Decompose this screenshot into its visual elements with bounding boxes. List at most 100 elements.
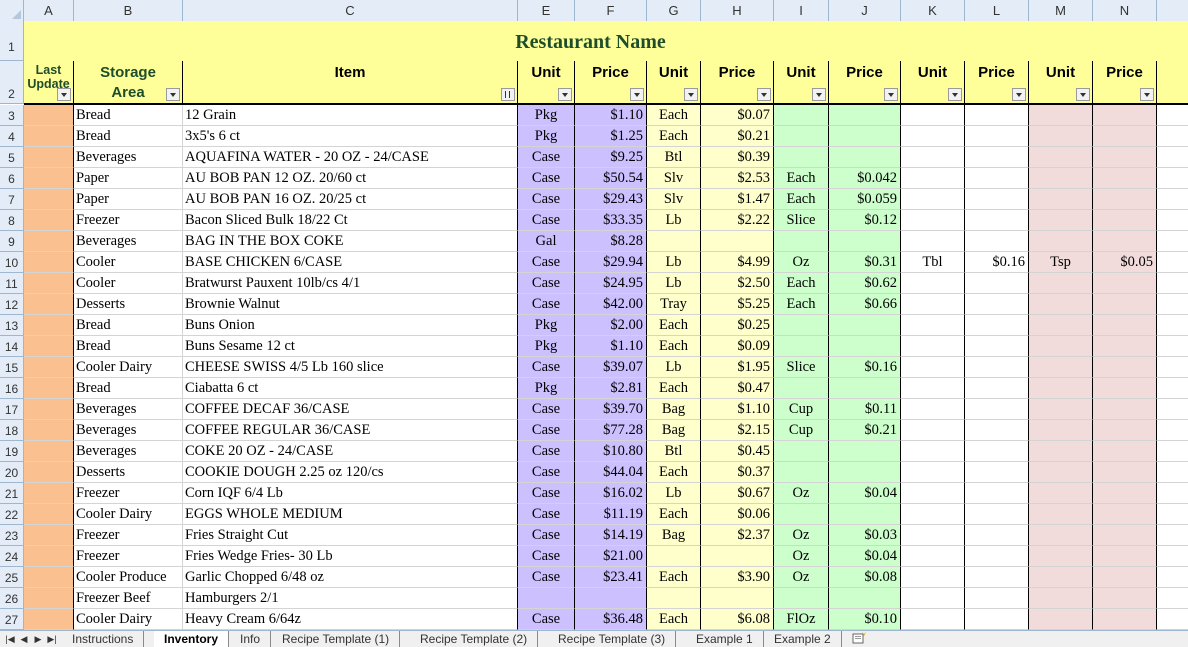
spreadsheet-grid[interactable]: A B C E F G H I J K L M N 1 Restaurant Name 2 Last Updat… (0, 0, 1188, 630)
cell-overflow[interactable] (1157, 105, 1188, 126)
cell-c-item[interactable]: Buns Onion (183, 315, 518, 336)
cell-f-f[interactable]: $1.10 (575, 105, 647, 126)
cell-c-item[interactable]: Garlic Chopped 6/48 oz (183, 567, 518, 588)
cell-m-m[interactable] (1029, 315, 1093, 336)
cell-l-l[interactable] (965, 567, 1029, 588)
cell-c-item[interactable]: COFFEE REGULAR 36/CASE (183, 420, 518, 441)
row-header[interactable]: 6 (0, 168, 24, 189)
cell-j-j[interactable]: $0.08 (829, 567, 901, 588)
cell-e-e[interactable]: Gal (518, 231, 575, 252)
cell-n-o[interactable] (1093, 168, 1157, 189)
cell-a-last-update[interactable] (24, 273, 74, 294)
cell-f-f[interactable]: $11.19 (575, 504, 647, 525)
cell-a-last-update[interactable] (24, 105, 74, 126)
cell-b-area[interactable]: Bread (74, 126, 183, 147)
tab-example-2[interactable]: Example 2 (764, 631, 842, 647)
cell-l-l[interactable] (965, 126, 1029, 147)
cell-c-item[interactable]: Corn IQF 6/4 Lb (183, 483, 518, 504)
cell-b-area[interactable]: Beverages (74, 231, 183, 252)
cell-b-area[interactable]: Freezer (74, 483, 183, 504)
cell-e-e[interactable]: Case (518, 210, 575, 231)
cell-j-j[interactable] (829, 378, 901, 399)
cell-l-l[interactable] (965, 336, 1029, 357)
cell-m-m[interactable] (1029, 273, 1093, 294)
cell-n-o[interactable] (1093, 546, 1157, 567)
cell-l-l[interactable] (965, 147, 1029, 168)
cell-h-h[interactable]: $4.99 (701, 252, 774, 273)
cell-k-k[interactable] (901, 336, 965, 357)
cell-i-i[interactable]: Cup (774, 420, 829, 441)
cell-h-h[interactable]: $2.37 (701, 525, 774, 546)
cell-a-last-update[interactable] (24, 378, 74, 399)
cell-f-f[interactable]: $1.10 (575, 336, 647, 357)
cell-l-l[interactable] (965, 441, 1029, 462)
cell-m-m[interactable] (1029, 147, 1093, 168)
row-header[interactable]: 12 (0, 294, 24, 315)
cell-f-f[interactable]: $1.25 (575, 126, 647, 147)
column-header-g[interactable]: G (647, 0, 701, 21)
cell-a-last-update[interactable] (24, 441, 74, 462)
cell-overflow[interactable] (1157, 357, 1188, 378)
cell-g-g[interactable]: Each (647, 504, 701, 525)
cell-f-f[interactable]: $24.95 (575, 273, 647, 294)
cell-f-f[interactable]: $2.00 (575, 315, 647, 336)
cell-i-i[interactable] (774, 126, 829, 147)
cell-e-e[interactable]: Case (518, 273, 575, 294)
first-sheet-icon[interactable]: |◀ (5, 634, 15, 644)
cell-b-area[interactable]: Cooler (74, 252, 183, 273)
cell-e-e[interactable]: Case (518, 609, 575, 630)
row-header[interactable]: 9 (0, 231, 24, 252)
cell-b-area[interactable]: Beverages (74, 441, 183, 462)
cell-e-e[interactable]: Case (518, 252, 575, 273)
row-header[interactable]: 16 (0, 378, 24, 399)
cell-c-item[interactable]: Bratwurst Pauxent 10lb/cs 4/1 (183, 273, 518, 294)
cell-i-i[interactable] (774, 504, 829, 525)
cell-g-g[interactable]: Bag (647, 525, 701, 546)
cell-f-f[interactable]: $77.28 (575, 420, 647, 441)
filter-dropdown-icon[interactable] (684, 88, 698, 101)
cell-g-g[interactable]: Lb (647, 210, 701, 231)
cell-g-g[interactable]: Bag (647, 420, 701, 441)
cell-f-f[interactable]: $2.81 (575, 378, 647, 399)
cell-e-e[interactable]: Case (518, 504, 575, 525)
cell-j-j[interactable]: $0.04 (829, 546, 901, 567)
cell-c-item[interactable]: AU BOB PAN 12 OZ. 20/60 ct (183, 168, 518, 189)
cell-j-j[interactable] (829, 147, 901, 168)
cell-f-f[interactable]: $8.28 (575, 231, 647, 252)
cell-c-item[interactable]: Buns Sesame 12 ct (183, 336, 518, 357)
cell-b-area[interactable]: Desserts (74, 294, 183, 315)
cell-g-g[interactable]: Each (647, 567, 701, 588)
cell-overflow[interactable] (1157, 147, 1188, 168)
cell-h-h[interactable]: $0.07 (701, 105, 774, 126)
cell-g-g[interactable]: Btl (647, 147, 701, 168)
cell-h-h[interactable]: $2.50 (701, 273, 774, 294)
cell-c-item[interactable]: Fries Wedge Fries- 30 Lb (183, 546, 518, 567)
cell-i-i[interactable] (774, 378, 829, 399)
cell-m-m[interactable] (1029, 378, 1093, 399)
cell-m-m[interactable] (1029, 189, 1093, 210)
cell-a-last-update[interactable] (24, 609, 74, 630)
cell-e-e[interactable]: Case (518, 546, 575, 567)
cell-f-f[interactable]: $29.94 (575, 252, 647, 273)
column-header-f[interactable]: F (575, 0, 647, 21)
cell-i-i[interactable]: Slice (774, 357, 829, 378)
cell-overflow[interactable] (1157, 189, 1188, 210)
row-header[interactable]: 11 (0, 273, 24, 294)
filter-dropdown-icon[interactable] (57, 88, 71, 101)
cell-h-h[interactable]: $1.47 (701, 189, 774, 210)
cell-i-i[interactable] (774, 105, 829, 126)
cell-g-g[interactable]: Each (647, 126, 701, 147)
cell-g-g[interactable] (647, 546, 701, 567)
cell-overflow[interactable] (1157, 609, 1188, 630)
cell-j-j[interactable]: $0.04 (829, 483, 901, 504)
cell-m-m[interactable]: Tsp (1029, 252, 1093, 273)
cell-l-l[interactable] (965, 462, 1029, 483)
cell-f-f[interactable]: $42.00 (575, 294, 647, 315)
cell-i-i[interactable] (774, 336, 829, 357)
cell-n-o[interactable] (1093, 609, 1157, 630)
cell-a-last-update[interactable] (24, 189, 74, 210)
cell-e-e[interactable]: Pkg (518, 126, 575, 147)
cell-k-k[interactable] (901, 105, 965, 126)
cell-b-area[interactable]: Freezer (74, 546, 183, 567)
cell-k-k[interactable]: Tbl (901, 252, 965, 273)
